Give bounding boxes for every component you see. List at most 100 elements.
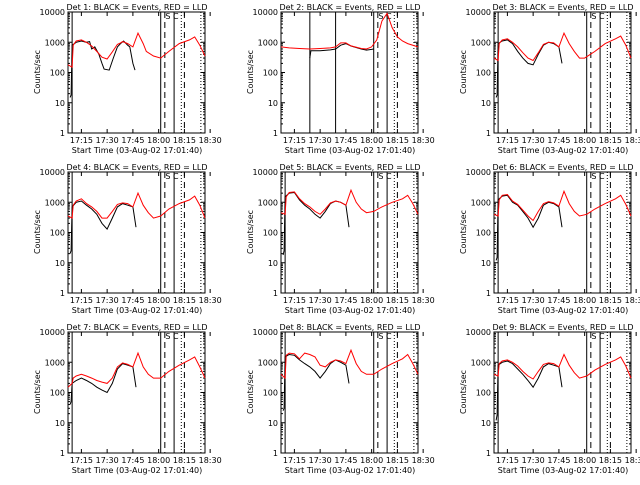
x-tick-label: 17:45	[334, 296, 357, 305]
y-tick-label: 1	[60, 289, 65, 298]
series-line-lld	[493, 353, 632, 380]
chart-title: Det 1: BLACK = Events, RED = LLD	[67, 3, 208, 12]
marker-annotation: S C	[591, 12, 605, 21]
series-line-events	[282, 353, 350, 411]
x-tick-label: 18:30	[412, 136, 435, 145]
y-tick-label: 100	[476, 69, 491, 78]
x-tick-label: 18:30	[412, 456, 435, 465]
x-tick-label: 17:15	[496, 456, 519, 465]
y-tick-label: 1000	[471, 358, 491, 367]
x-tick-label: 18:00	[573, 456, 596, 465]
y-tick-label: 10	[268, 259, 278, 268]
y-tick-label: 10	[55, 259, 65, 268]
y-tick-label: 100	[263, 389, 278, 398]
x-tick-label: 18:00	[573, 136, 596, 145]
x-tick-label: 18:30	[199, 136, 222, 145]
y-tick-label: 1000	[258, 198, 278, 207]
x-tick-label: 17:15	[283, 296, 306, 305]
y-tick-label: 100	[50, 389, 65, 398]
x-axis-label: Start Time (03-Aug-02 17:01:40)	[285, 306, 416, 315]
y-axis-label: Counts/sec	[33, 210, 42, 254]
series-line-lld	[280, 348, 419, 380]
x-tick-label: 18:30	[625, 456, 640, 465]
y-tick-label: 1	[273, 449, 278, 458]
x-tick-label: 18:15	[386, 456, 409, 465]
y-tick-label: 1	[60, 449, 65, 458]
marker-annotation: S C	[165, 172, 179, 181]
y-axis-label: Counts/sec	[33, 50, 42, 94]
x-tick-label: 18:00	[147, 456, 170, 465]
x-tick-label: 18:15	[599, 296, 622, 305]
x-tick-label: 17:45	[334, 456, 357, 465]
y-tick-label: 1000	[471, 38, 491, 47]
y-axis-label: Counts/sec	[246, 50, 255, 94]
chart-panel: Det 5: BLACK = Events, RED = LLD 1 10 100 10…	[246, 163, 435, 315]
y-tick-label: 10000	[253, 8, 278, 17]
y-axis-label: Counts/sec	[459, 50, 468, 94]
chart-panel: Det 2: BLACK = Events, RED = LLD 1 10 100 10…	[246, 3, 435, 155]
y-tick-label: 10	[268, 419, 278, 428]
x-tick-label: 18:30	[412, 296, 435, 305]
x-axis-label: Start Time (03-Aug-02 17:01:40)	[498, 146, 629, 155]
x-tick-label: 17:45	[547, 136, 570, 145]
y-tick-label: 1	[273, 129, 278, 138]
y-tick-label: 10000	[466, 328, 491, 337]
x-tick-label: 18:15	[173, 296, 196, 305]
y-tick-label: 1000	[45, 38, 65, 47]
x-tick-label: 18:00	[147, 296, 170, 305]
x-tick-label: 17:30	[309, 296, 332, 305]
y-tick-label: 100	[50, 229, 65, 238]
x-tick-label: 18:15	[173, 456, 196, 465]
y-tick-label: 1	[486, 449, 491, 458]
x-tick-label: 17:30	[522, 136, 545, 145]
x-tick-label: 17:45	[547, 456, 570, 465]
x-tick-label: 17:30	[96, 296, 119, 305]
y-axis-label: Counts/sec	[246, 370, 255, 414]
x-tick-label: 17:15	[283, 136, 306, 145]
x-tick-label: 17:30	[522, 456, 545, 465]
x-tick-label: 18:15	[386, 296, 409, 305]
x-tick-label: 17:45	[334, 136, 357, 145]
x-tick-label: 18:30	[199, 456, 222, 465]
x-axis-label: Start Time (03-Aug-02 17:01:40)	[285, 466, 416, 475]
series-line-events	[69, 40, 136, 98]
chart-panel: Det 7: BLACK = Events, RED = LLD 1 10 100 10…	[33, 323, 222, 475]
series-line-lld	[67, 31, 206, 69]
x-tick-label: 17:30	[309, 456, 332, 465]
x-tick-label: 18:00	[360, 456, 383, 465]
series-line-events	[69, 363, 137, 405]
series-line-events	[495, 360, 563, 421]
x-tick-label: 17:30	[96, 136, 119, 145]
y-tick-label: 10000	[466, 168, 491, 177]
x-tick-label: 18:30	[625, 136, 640, 145]
x-tick-label: 17:45	[121, 296, 144, 305]
chart-title: Det 6: BLACK = Events, RED = LLD	[493, 163, 634, 172]
x-axis-label: Start Time (03-Aug-02 17:01:40)	[72, 146, 203, 155]
y-tick-label: 10000	[466, 8, 491, 17]
series-line-events	[69, 200, 137, 254]
x-axis-label: Start Time (03-Aug-02 17:01:40)	[498, 306, 629, 315]
y-tick-label: 1000	[258, 358, 278, 367]
y-tick-label: 10	[268, 99, 278, 108]
y-tick-label: 10	[481, 99, 491, 108]
chart-panel: Det 1: BLACK = Events, RED = LLD 1 10 100 10…	[33, 3, 222, 155]
y-tick-label: 1000	[258, 38, 278, 47]
chart-title: Det 8: BLACK = Events, RED = LLD	[280, 323, 421, 332]
y-tick-label: 10000	[253, 328, 278, 337]
y-tick-label: 1000	[471, 198, 491, 207]
x-tick-label: 18:15	[599, 456, 622, 465]
y-tick-label: 10000	[253, 168, 278, 177]
marker-annotation: S C	[591, 332, 605, 341]
y-axis-label: Counts/sec	[246, 210, 255, 254]
chart-panel: Det 6: BLACK = Events, RED = LLD 1 10 100 10…	[459, 163, 640, 315]
x-tick-label: 18:00	[360, 136, 383, 145]
x-axis-label: Start Time (03-Aug-02 17:01:40)	[72, 306, 203, 315]
chart-title: Det 9: BLACK = Events, RED = LLD	[493, 323, 634, 332]
chart-title: Det 7: BLACK = Events, RED = LLD	[67, 323, 208, 332]
x-tick-label: 17:30	[309, 136, 332, 145]
y-tick-label: 10	[55, 419, 65, 428]
y-tick-label: 1	[486, 289, 491, 298]
marker-annotation: S C	[378, 332, 392, 341]
x-tick-label: 17:30	[96, 456, 119, 465]
series-line-lld	[280, 12, 419, 50]
